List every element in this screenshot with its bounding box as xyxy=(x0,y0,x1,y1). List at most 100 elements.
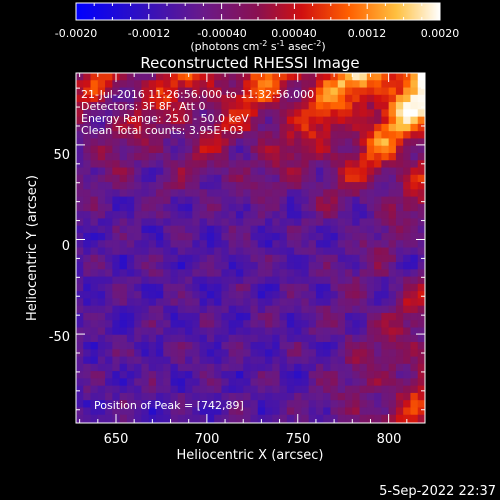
heatmap-cell xyxy=(177,262,186,270)
heatmap-cell xyxy=(112,109,121,118)
heatmap-cell xyxy=(265,349,273,358)
heatmap-cell xyxy=(403,138,412,147)
heatmap-cell xyxy=(214,385,223,394)
heatmap-cell xyxy=(272,94,281,103)
heatmap-cell xyxy=(221,276,230,285)
heatmap-cell xyxy=(272,363,281,372)
heatmap-cell xyxy=(315,145,324,154)
heatmap-cell xyxy=(97,232,106,241)
heatmap-cell xyxy=(228,283,237,292)
heatmap-cell xyxy=(112,94,121,103)
heatmap-cell xyxy=(76,385,84,394)
heatmap-cell xyxy=(155,342,164,350)
heatmap-cell xyxy=(388,291,397,299)
heatmap-cell xyxy=(163,174,172,183)
heatmap-cell xyxy=(112,254,121,263)
heatmap-cell xyxy=(294,196,302,205)
heatmap-cell xyxy=(352,102,361,110)
heatmap-cell xyxy=(199,225,208,234)
heatmap-cell xyxy=(301,356,310,365)
heatmap-cell xyxy=(134,327,143,336)
heatmap-cell xyxy=(214,218,223,227)
heatmap-cell xyxy=(170,138,179,147)
heatmap-cell xyxy=(155,116,164,125)
heatmap-cell xyxy=(374,145,382,154)
heatmap-cell xyxy=(403,145,412,154)
heatmap-cell xyxy=(403,334,412,343)
heatmap-cell xyxy=(294,327,302,336)
heatmap-cell xyxy=(112,80,121,89)
heatmap-cell xyxy=(76,102,84,110)
heatmap-cell xyxy=(265,371,273,379)
heatmap-cell xyxy=(112,400,121,409)
heatmap-cell xyxy=(323,73,332,81)
heatmap-cell xyxy=(410,407,419,416)
heatmap-cell xyxy=(119,305,128,314)
heatmap-cell xyxy=(221,123,230,132)
heatmap-cell xyxy=(337,182,346,190)
heatmap-cell xyxy=(308,298,317,307)
heatmap-cell xyxy=(337,123,346,132)
heatmap-cell xyxy=(185,283,193,292)
heatmap-cell xyxy=(221,160,230,169)
heatmap-cell xyxy=(170,305,179,314)
heatmap-cell xyxy=(90,225,99,234)
heatmap-cell xyxy=(381,232,390,241)
heatmap-cell xyxy=(126,363,135,372)
heatmap-cell xyxy=(294,218,302,227)
heatmap-cell xyxy=(388,189,397,198)
heatmap-cell xyxy=(90,152,99,161)
heatmap-cell xyxy=(243,378,252,387)
heatmap-cell xyxy=(206,262,215,270)
heatmap-cell xyxy=(177,131,186,140)
heatmap-cell xyxy=(337,320,346,329)
heatmap-cell xyxy=(199,320,208,329)
heatmap-cell xyxy=(177,349,186,358)
heatmap-cell xyxy=(90,87,99,96)
heatmap-cell xyxy=(206,240,215,249)
heatmap-cell xyxy=(185,80,193,89)
heatmap-cell xyxy=(148,182,157,190)
heatmap-cell xyxy=(265,232,273,241)
heatmap-cell xyxy=(417,102,425,110)
heatmap-cell xyxy=(199,218,208,227)
heatmap-cell xyxy=(359,320,368,329)
heatmap-cell xyxy=(279,283,288,292)
heatmap-cell xyxy=(381,218,390,227)
heatmap-cell xyxy=(206,87,215,96)
heatmap-cell xyxy=(315,94,324,103)
heatmap-cell xyxy=(381,414,390,423)
heatmap-cell xyxy=(323,145,332,154)
heatmap-cell xyxy=(228,385,237,394)
heatmap-cell xyxy=(301,349,310,358)
heatmap-cell xyxy=(155,232,164,241)
heatmap-cell xyxy=(141,73,150,81)
heatmap-cell xyxy=(403,312,412,321)
heatmap-cell xyxy=(177,167,186,176)
heatmap-cell xyxy=(265,356,273,365)
heatmap-cell xyxy=(214,283,223,292)
heatmap-cell xyxy=(90,298,99,307)
heatmap-cell xyxy=(308,254,317,263)
heatmap-cell xyxy=(315,262,324,270)
heatmap-cell xyxy=(315,189,324,198)
heatmap-cell xyxy=(155,291,164,299)
x-tick-label-700: 700 xyxy=(195,432,220,447)
heatmap-cell xyxy=(286,145,295,154)
heatmap-cell xyxy=(206,225,215,234)
heatmap-cell xyxy=(279,269,288,278)
heatmap-cell xyxy=(272,269,281,278)
heatmap-cell xyxy=(185,269,193,278)
heatmap-cell xyxy=(97,298,106,307)
heatmap-cell xyxy=(228,94,237,103)
heatmap-cell xyxy=(286,109,295,118)
heatmap-cell xyxy=(134,400,143,409)
heatmap-cell xyxy=(228,240,237,249)
heatmap-cell xyxy=(83,254,92,263)
heatmap-cell xyxy=(381,385,390,394)
heatmap-cell xyxy=(119,87,128,96)
heatmap-cell xyxy=(90,189,99,198)
heatmap-cell xyxy=(141,392,150,401)
heatmap-cell xyxy=(192,262,201,270)
heatmap-cell xyxy=(155,334,164,343)
